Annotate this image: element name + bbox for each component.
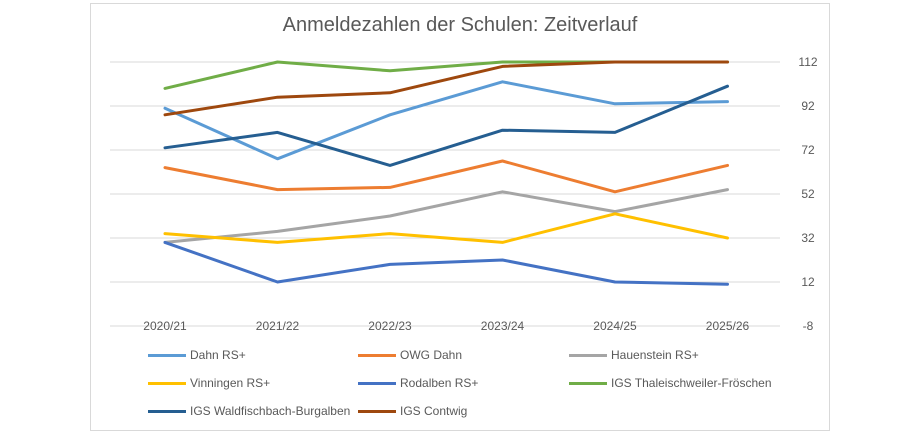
legend-label: Hauenstein RS+ [611, 348, 699, 362]
x-tick-label: 2024/25 [593, 319, 637, 333]
legend-label: IGS Thaleischweiler-Fröschen [611, 376, 772, 390]
series-line-1 [163, 80, 729, 161]
series-line-7 [163, 84, 729, 167]
legend-swatch [358, 354, 396, 357]
y-tick-label: -8 [803, 319, 814, 333]
legend-swatch [358, 410, 396, 413]
y-tick-label: 112 [798, 55, 817, 69]
y-tick-label: 12 [801, 275, 815, 289]
legend-swatch [148, 410, 186, 413]
legend-label: IGS Waldfischbach-Burgalben [190, 404, 351, 418]
x-tick-label: 2021/22 [256, 319, 300, 333]
y-tick-label: 92 [801, 99, 815, 113]
y-tick-label: 52 [801, 187, 815, 201]
y-tick-label: 32 [801, 231, 815, 245]
legend-label: Rodalben RS+ [400, 376, 479, 390]
series-line-6 [163, 60, 729, 90]
chart-title: Anmeldezahlen der Schulen: Zeitverlauf [282, 14, 638, 36]
chart-frame [90, 3, 830, 431]
x-tick-label: 2022/23 [368, 319, 412, 333]
series-line-3 [163, 188, 729, 244]
x-tick-label: 2023/24 [481, 319, 525, 333]
legend-swatch [148, 382, 186, 385]
legend-label: Vinningen RS+ [190, 376, 271, 390]
legend-swatch [569, 382, 607, 385]
series-line-4 [163, 212, 729, 244]
legend-swatch [148, 354, 186, 357]
y-tick-label: 72 [801, 143, 815, 157]
x-tick-label: 2020/21 [143, 319, 187, 333]
series-line-5 [163, 240, 729, 286]
series-line-2 [163, 159, 729, 194]
legend-label: IGS Contwig [400, 404, 468, 418]
legend-swatch [569, 354, 607, 357]
series-line-8 [163, 60, 729, 117]
legend-label: OWG Dahn [400, 348, 463, 362]
legend-label: Dahn RS+ [190, 348, 246, 362]
legend-swatch [358, 382, 396, 385]
x-tick-label: 2025/26 [706, 319, 750, 333]
